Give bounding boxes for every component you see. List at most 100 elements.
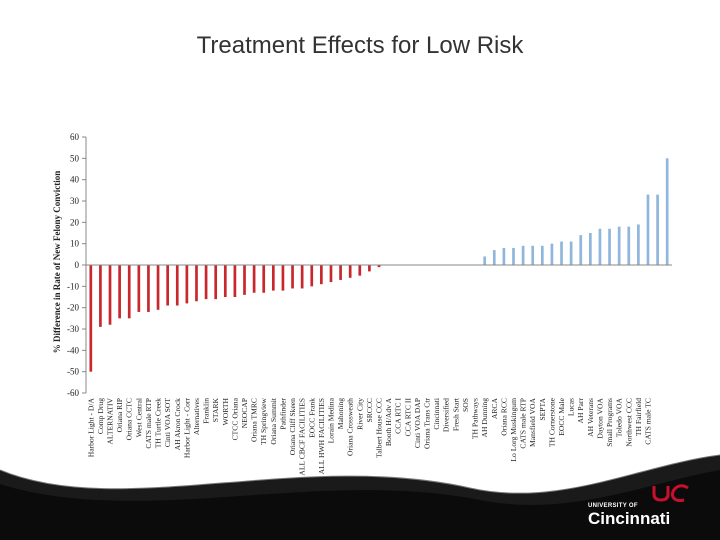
bar (637, 224, 640, 265)
bar (310, 265, 314, 287)
bar (617, 226, 621, 265)
bar (185, 265, 189, 304)
x-category-label: Lorain Medina (326, 397, 335, 443)
bar (646, 194, 650, 265)
y-tick-label: -50 (67, 367, 79, 377)
y-tick-label: 60 (70, 132, 80, 142)
x-category-label: SOS (461, 398, 470, 412)
bar (127, 265, 131, 319)
bar (531, 245, 535, 265)
x-category-label: Lo Lorg Muskingum (509, 398, 518, 462)
x-category-label: CTCC Oriana (230, 397, 239, 440)
x-category-label: Comp Drug (96, 398, 105, 434)
x-category-label: ALL HWH FACILITIES (317, 398, 326, 474)
x-category-label: Oriana RCC (499, 398, 508, 436)
bar (329, 265, 333, 283)
y-tick-label: 0 (75, 260, 80, 270)
x-category-label: Cincinnati (432, 398, 441, 430)
x-category-label: Diversified (442, 398, 451, 432)
bar (569, 241, 573, 265)
bar (166, 265, 170, 306)
x-category-label: Oriana CCTC (125, 398, 134, 440)
x-category-label: Mansfield VOA (528, 397, 537, 447)
bar (521, 245, 525, 265)
x-category-label: CCA RTC II (403, 398, 412, 437)
bar (300, 265, 304, 289)
x-category-label: EOCC Male (557, 397, 566, 435)
x-category-label: CATS male RTP (144, 398, 153, 449)
bar (108, 265, 112, 325)
x-category-label: Oriana Crossweath (346, 398, 355, 456)
bar (118, 265, 121, 319)
x-category-label: Pathfinder (278, 398, 287, 430)
bar (89, 265, 93, 372)
x-category-label: Oriana Trans Ctr (423, 398, 432, 450)
x-category-label: Oriana Cliff Skeen (288, 398, 297, 455)
footer-wave-line (0, 454, 720, 494)
bar (377, 265, 381, 268)
bar (156, 265, 160, 310)
x-category-label: WORTH (221, 397, 230, 425)
chart-title: Treatment Effects for Low Risk (196, 32, 524, 59)
x-category-label: TH Fairfield (634, 398, 643, 436)
bar (137, 265, 141, 312)
x-category-label: Mahoning (336, 398, 345, 429)
bar (656, 194, 659, 265)
y-tick-label: 40 (70, 175, 80, 185)
x-category-label: Dayton VOA (595, 397, 604, 438)
x-category-label: Lucas (567, 398, 576, 416)
x-category-label: Cinti VOA SOT (163, 398, 172, 448)
bar (348, 265, 352, 278)
bar (540, 245, 544, 265)
x-category-label: AH Akron Crock (173, 398, 182, 451)
university-logo: UNIVERSITY OF Cincinnati (588, 484, 708, 530)
x-category-label: Small Programs (605, 398, 614, 447)
bar (320, 265, 323, 285)
x-category-label: Franklin (202, 398, 211, 424)
bar (598, 228, 602, 265)
bar (483, 256, 487, 265)
x-category-label: TH Pathways (471, 398, 480, 439)
bar (99, 265, 102, 327)
bar (560, 241, 563, 265)
x-category-label: Oriana TMRC (250, 398, 259, 442)
y-tick-label: -30 (67, 324, 79, 334)
x-category-label: Cinti VOA DAP (413, 398, 422, 448)
bar (204, 265, 208, 300)
x-category-label: ARCA (490, 397, 499, 419)
bar (627, 226, 631, 265)
x-category-label: CATS male TC (643, 398, 652, 445)
bar (358, 265, 362, 276)
x-category-label: AH Parr (576, 398, 585, 424)
y-tick-label: -60 (67, 388, 79, 398)
bar (252, 265, 256, 293)
bar (271, 265, 275, 291)
footer-wave-highlight (0, 470, 720, 540)
x-category-label: West Central (134, 398, 143, 437)
x-category-label: SEPTA (538, 397, 547, 420)
bar (339, 265, 342, 280)
x-category-label: ALTERNATIV (106, 397, 115, 444)
x-category-label: STARK (211, 397, 220, 422)
bar (175, 265, 179, 306)
bar (195, 265, 198, 302)
y-tick-label: -20 (67, 303, 79, 313)
y-tick-label: 50 (70, 153, 80, 163)
bar (223, 265, 227, 297)
x-category-label: SRCCC (365, 398, 374, 422)
x-category-label: Booth H/Adv A (384, 397, 393, 446)
x-category-label: Oriana Summit (269, 397, 278, 445)
y-tick-label: -40 (67, 345, 79, 355)
bar (243, 265, 246, 295)
bar (214, 265, 218, 300)
x-category-label: Fresh Start (451, 397, 460, 431)
x-category-label: Alternatives (192, 398, 201, 435)
bar (608, 228, 611, 265)
y-tick-label: 10 (70, 239, 80, 249)
bar (550, 243, 554, 265)
x-category-label: EOCC Frank (307, 398, 316, 438)
x-category-label: Harbor Light - Corr (182, 398, 191, 459)
bar (147, 265, 150, 312)
